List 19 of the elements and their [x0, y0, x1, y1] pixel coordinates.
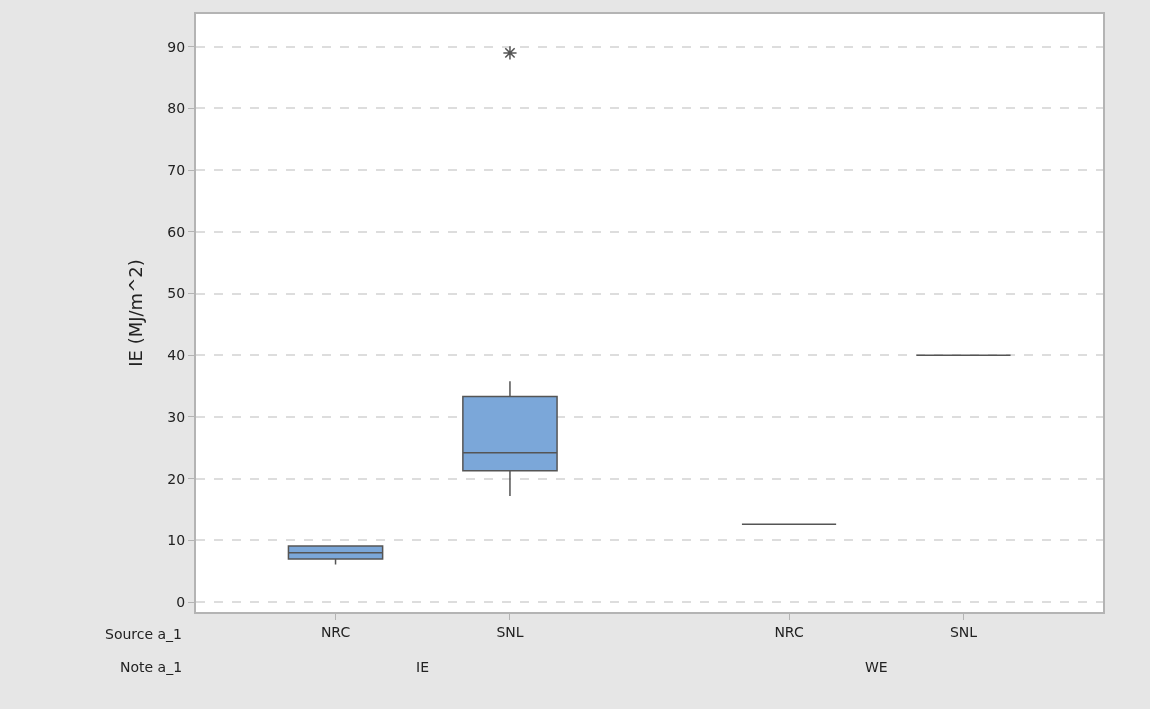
- x-tick-label: SNL: [949, 623, 978, 640]
- y-tick-label: 50: [167, 285, 186, 302]
- y-tick-label: 40: [167, 347, 186, 364]
- y-tick-label: 0: [176, 594, 186, 611]
- y-tick-label: 80: [167, 100, 186, 117]
- y-tick-label: 60: [167, 223, 186, 240]
- x-tick-label: SNL: [496, 623, 524, 640]
- y-tick-label: 10: [167, 532, 186, 549]
- text: WE: [865, 659, 888, 675]
- y-tick-label: 90: [167, 38, 186, 55]
- x-axis-title: Source a_1: [105, 626, 183, 642]
- y-axis-title: IE (MJ/m^2): [125, 259, 147, 367]
- y-tick-label: 70: [167, 162, 186, 179]
- text: IE: [416, 659, 429, 675]
- y-tick-label: 20: [167, 470, 186, 487]
- text: Note a_1: [120, 659, 183, 675]
- x-tick-label: NRC: [774, 623, 804, 640]
- x-tick-label: NRC: [320, 623, 351, 640]
- y-tick-label: 30: [167, 408, 186, 425]
